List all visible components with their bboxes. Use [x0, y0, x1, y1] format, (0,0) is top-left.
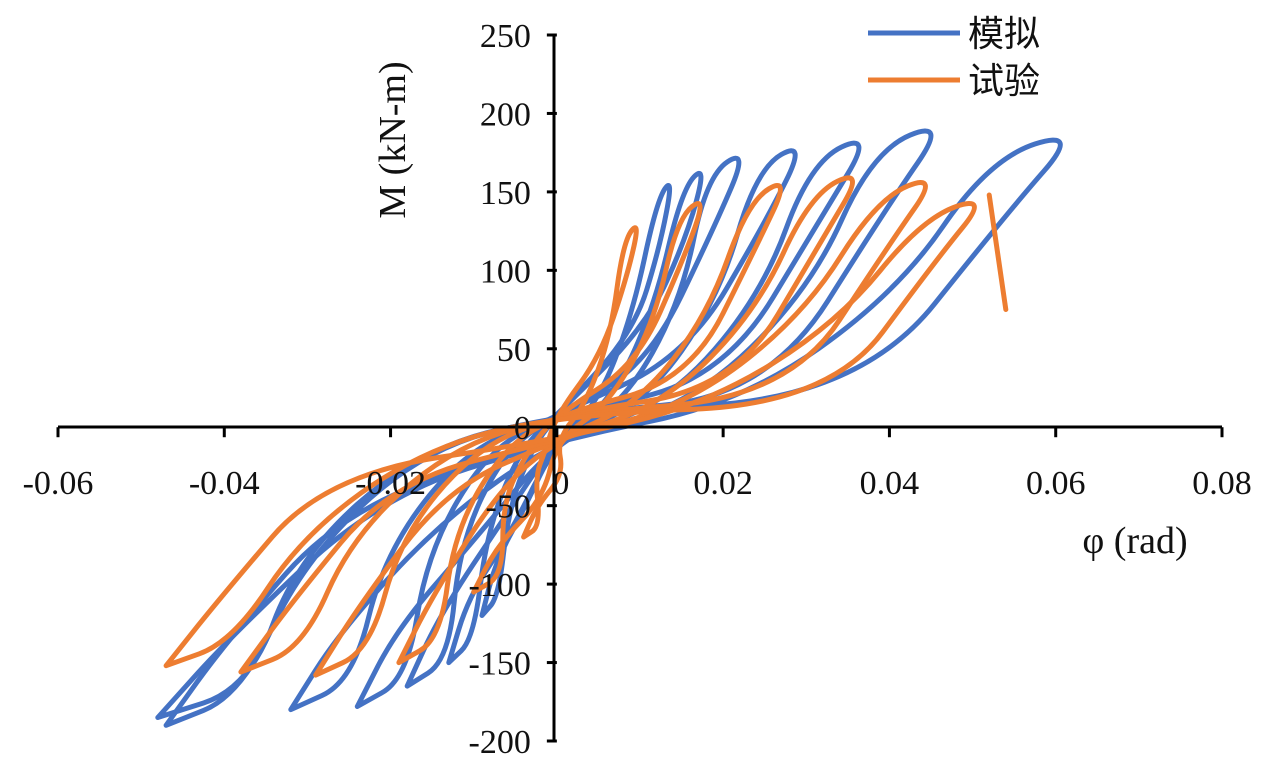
x-axis-label: φ (rad) — [1082, 520, 1187, 562]
y-tick-label: -100 — [469, 567, 531, 604]
y-tick-label: 150 — [480, 175, 531, 212]
y-tick-label: 50 — [497, 332, 531, 369]
y-tick-label: 250 — [480, 18, 531, 55]
ticks-layer: -0.06 -0.04 -0.02 0 0.02 0.04 0.06 0.08 -200 -150… — [23, 18, 1252, 761]
x-tick-label: -0.06 — [23, 465, 94, 502]
series-experiment — [163, 175, 1009, 678]
y-tick-label: 0 — [514, 410, 531, 447]
hysteresis-loop — [163, 201, 977, 669]
legend: 模拟 试验 — [868, 14, 1040, 102]
axes-layer — [58, 35, 1222, 741]
x-tick-label: 0.08 — [1192, 465, 1252, 502]
hysteresis-loop — [521, 225, 639, 540]
hysteresis-loop — [238, 179, 928, 675]
hysteresis-loop — [471, 201, 703, 595]
series-layer — [155, 128, 1063, 728]
terminal-drop — [986, 192, 1009, 313]
y-tick-label: -50 — [486, 489, 531, 526]
x-tick-label: -0.04 — [189, 465, 260, 502]
y-tick-label: 100 — [480, 253, 531, 290]
x-tick-label: 0.04 — [860, 465, 920, 502]
x-tick-label: 0.06 — [1026, 465, 1086, 502]
y-tick-label: -150 — [469, 646, 531, 683]
hysteresis-loop — [163, 128, 934, 728]
x-tick-label: 0.02 — [693, 465, 753, 502]
y-tick-label: 200 — [480, 96, 531, 133]
legend-label-simulation: 模拟 — [968, 14, 1040, 55]
y-tick-label: -200 — [469, 724, 531, 761]
y-axis-label: M (kN-m) — [372, 61, 414, 218]
hysteresis-loop — [313, 175, 855, 678]
x-tick-label: 0 — [552, 465, 569, 502]
x-tick-label: -0.02 — [355, 465, 426, 502]
legend-label-experiment: 试验 — [968, 61, 1040, 102]
